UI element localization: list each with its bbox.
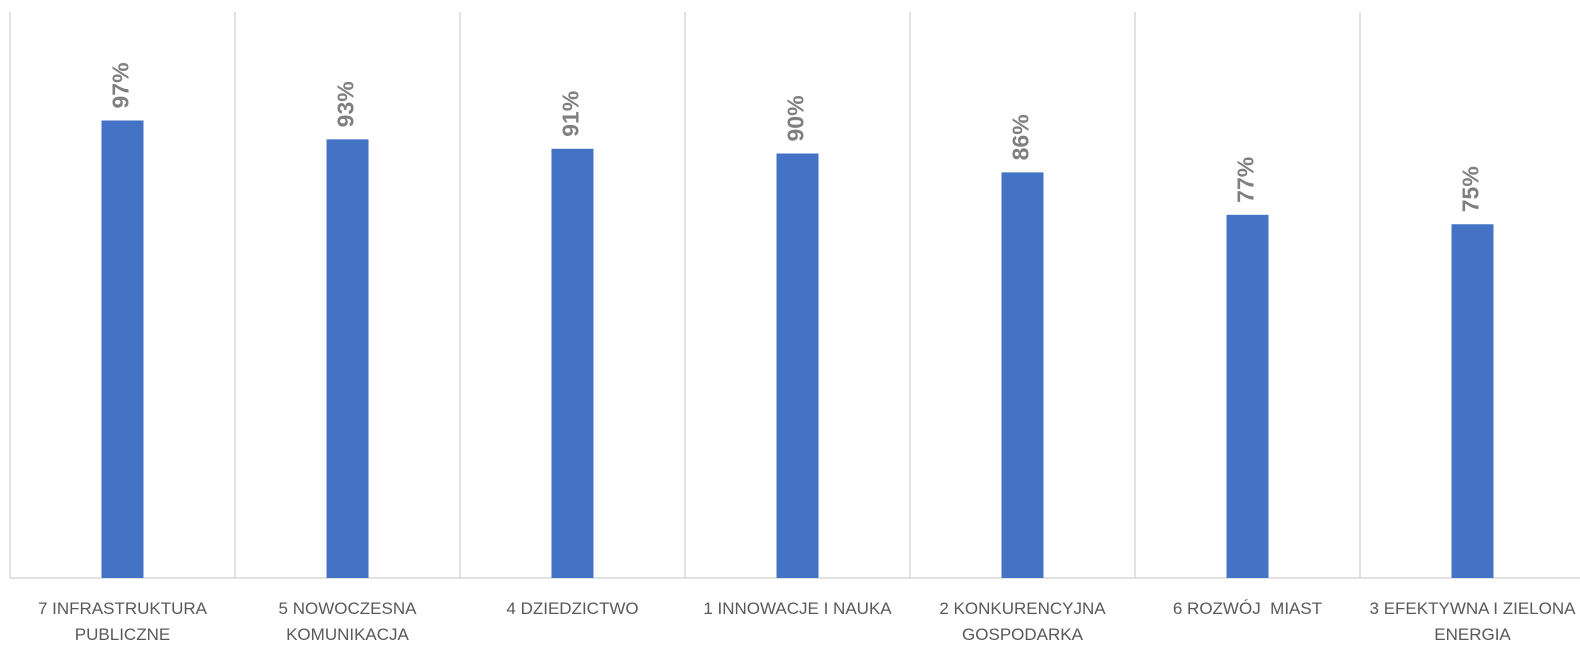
- x-tick-label: 6 ROZWÓJ MIAST: [1172, 599, 1323, 618]
- bar: [551, 148, 594, 579]
- x-tick-label: 5 NOWOCZESNA KOMUNIKACJA: [278, 599, 422, 644]
- x-tick-label: 7 INFRASTRUKTURA PUBLICZNE: [37, 599, 212, 644]
- x-tick-label: 1 INNOWACJE I NAUKA: [703, 599, 892, 618]
- bar: [1226, 214, 1269, 579]
- bar: [1001, 172, 1044, 578]
- data-label: 90%: [783, 95, 809, 141]
- x-tick-label: 4 DZIEDZICTWO: [506, 599, 639, 618]
- bar: [776, 153, 819, 578]
- data-label: 97%: [108, 62, 134, 108]
- bar: [326, 139, 369, 578]
- x-tick-label: 3 EFEKTYWNA I ZIELONA ENERGIA: [1369, 599, 1580, 644]
- data-label: 93%: [333, 81, 359, 127]
- bar: [1451, 224, 1494, 578]
- data-label: 86%: [1008, 114, 1034, 160]
- data-label: 77%: [1233, 157, 1259, 203]
- x-tick-label: 2 KONKURENCYJNA GOSPODARKA: [939, 599, 1111, 644]
- data-label: 91%: [558, 91, 584, 137]
- bar: [101, 120, 144, 578]
- data-label: 75%: [1458, 166, 1484, 212]
